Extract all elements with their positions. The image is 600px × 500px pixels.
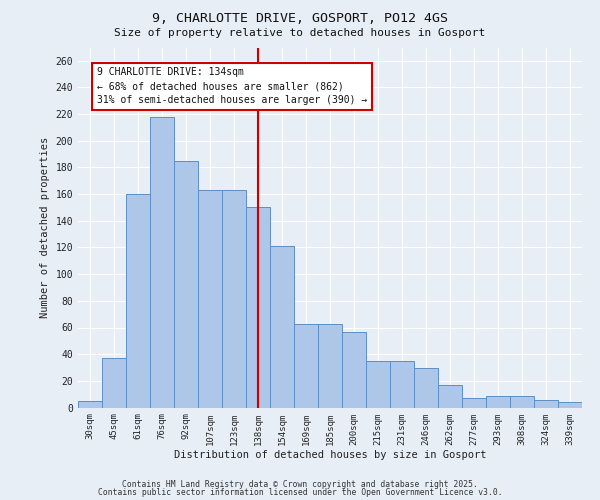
Bar [534,400,558,407]
X-axis label: Distribution of detached houses by size in Gosport: Distribution of detached houses by size … [174,450,486,460]
Bar [390,361,414,408]
Bar [126,194,150,408]
Text: Contains public sector information licensed under the Open Government Licence v3: Contains public sector information licen… [98,488,502,497]
Bar [78,401,102,407]
Bar [318,324,342,407]
Text: 9 CHARLOTTE DRIVE: 134sqm
← 68% of detached houses are smaller (862)
31% of semi: 9 CHARLOTTE DRIVE: 134sqm ← 68% of detac… [97,68,367,106]
Bar [558,402,582,407]
Bar [102,358,126,408]
Text: 9, CHARLOTTE DRIVE, GOSPORT, PO12 4GS: 9, CHARLOTTE DRIVE, GOSPORT, PO12 4GS [152,12,448,26]
Bar [246,208,270,408]
Bar [150,117,174,408]
Bar [414,368,438,408]
Bar [342,332,366,407]
Bar [366,361,390,408]
Bar [270,246,294,408]
Bar [486,396,510,407]
Y-axis label: Number of detached properties: Number of detached properties [40,137,50,318]
Text: Size of property relative to detached houses in Gosport: Size of property relative to detached ho… [115,28,485,38]
Bar [222,190,246,408]
Bar [438,385,462,407]
Bar [462,398,486,407]
Bar [294,324,318,407]
Text: Contains HM Land Registry data © Crown copyright and database right 2025.: Contains HM Land Registry data © Crown c… [122,480,478,489]
Bar [174,161,198,408]
Bar [198,190,222,408]
Bar [510,396,534,407]
